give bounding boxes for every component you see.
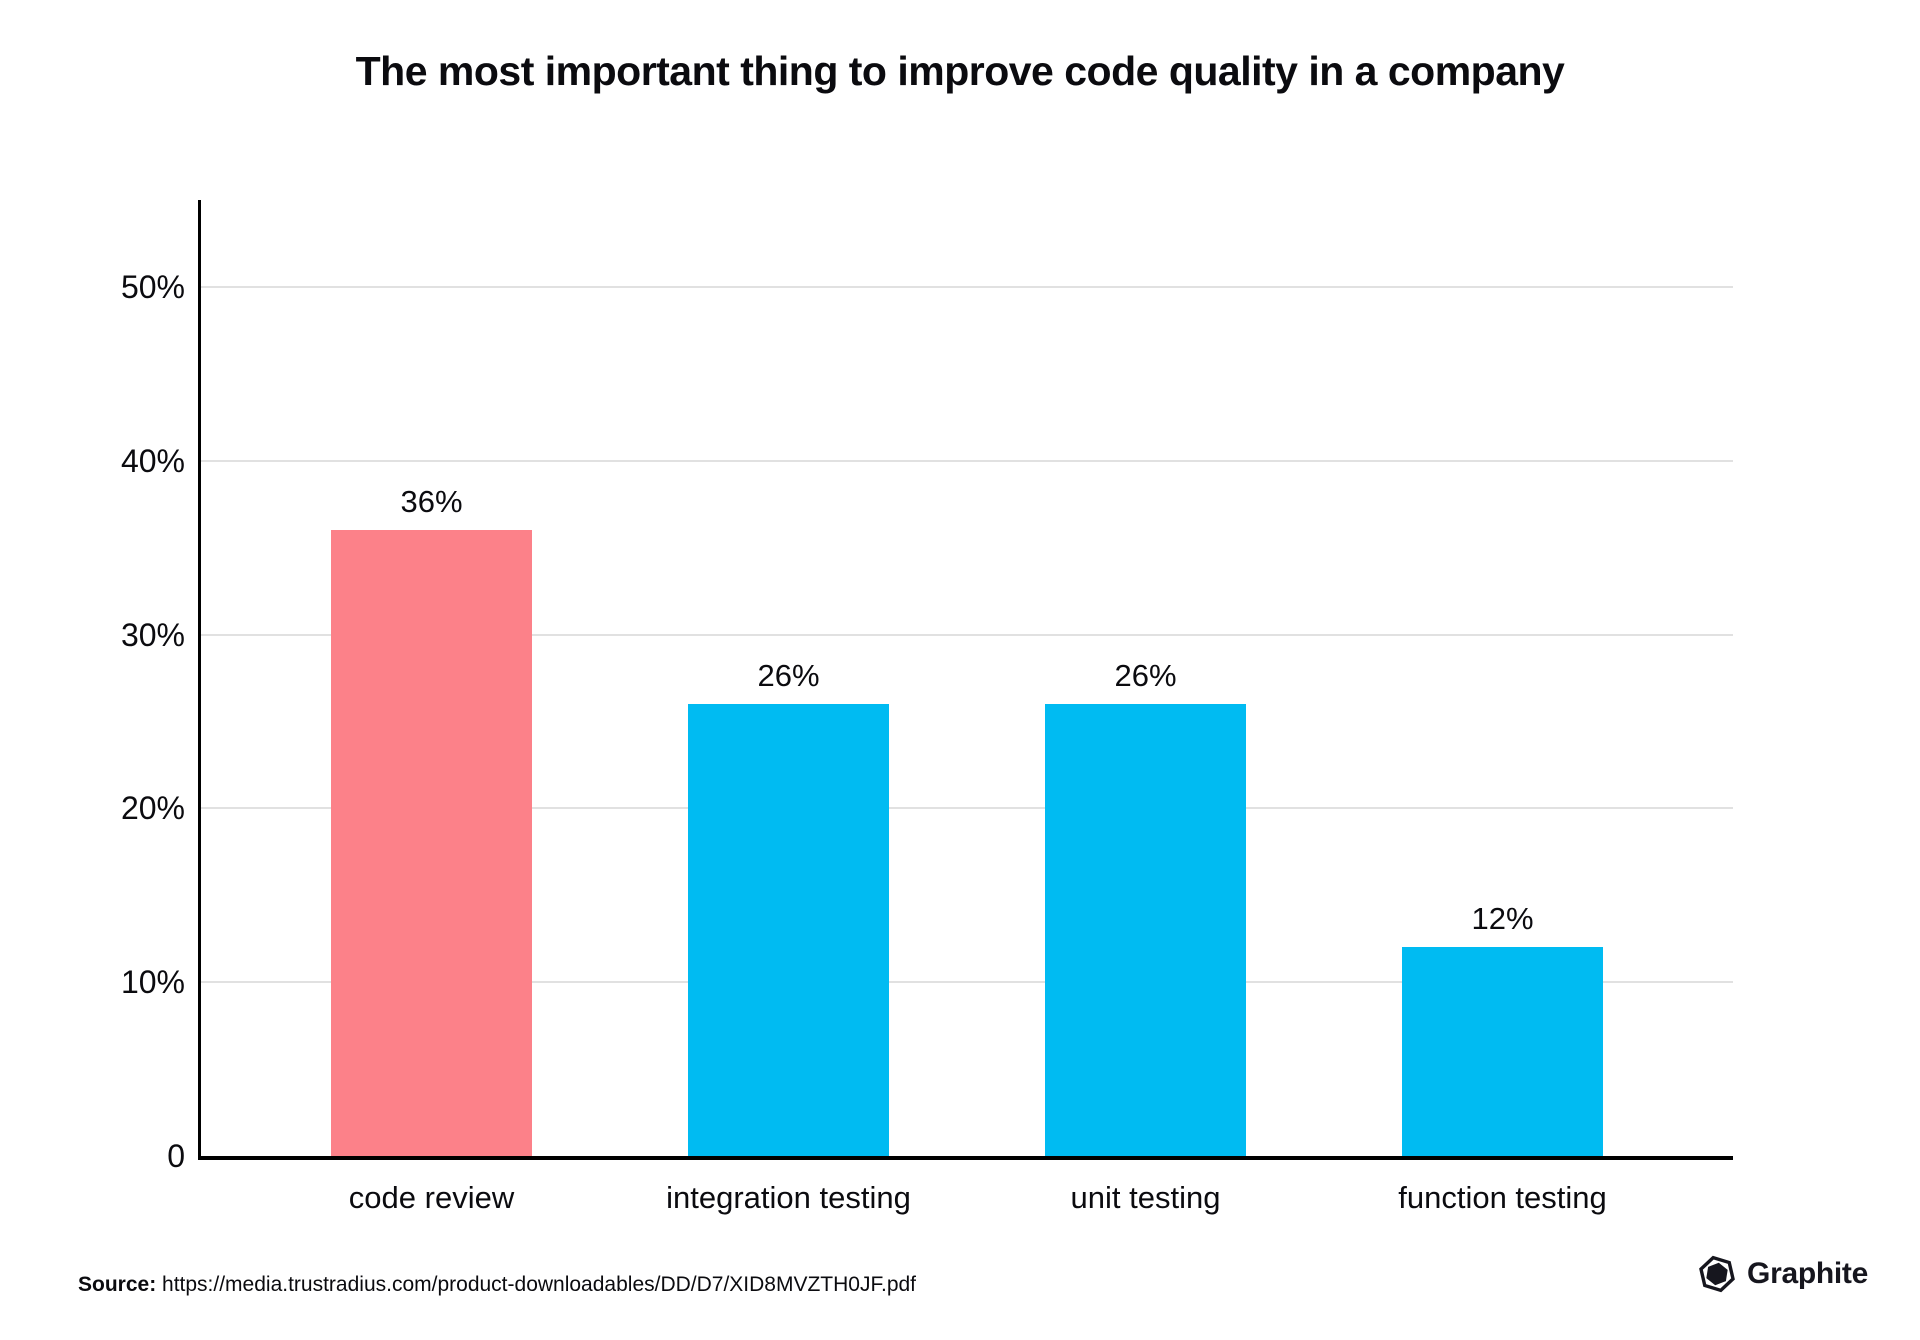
gridline-20 — [201, 807, 1733, 810]
chart-title: The most important thing to improve code… — [355, 48, 1565, 94]
y-axis-tick-40: 40% — [120, 442, 185, 479]
bar-code-review — [331, 530, 532, 1156]
bar-integration-testing — [688, 704, 889, 1156]
gridline-30 — [201, 633, 1733, 636]
value-label-function-testing: 12% — [1471, 901, 1534, 937]
gridline-40 — [201, 459, 1733, 462]
bar-unit-testing — [1045, 704, 1246, 1156]
y-axis-tick-0: 0 — [167, 1138, 185, 1174]
y-axis-tick-30: 30% — [120, 616, 185, 653]
source-url: https://media.trustradius.com/product-do… — [162, 1273, 917, 1296]
brand-logo: Graphite — [1697, 1254, 1868, 1294]
graphite-hexagon-icon — [1699, 1255, 1735, 1293]
y-axis-tick-50: 50% — [120, 268, 185, 305]
x-axis-label-function-testing: function testing — [1398, 1180, 1607, 1215]
value-label-unit-testing: 26% — [1114, 658, 1177, 694]
y-axis-tick-20: 20% — [120, 790, 185, 827]
y-axis-tick-10: 10% — [120, 964, 185, 1001]
gridline-50 — [201, 285, 1733, 288]
x-axis-label-integration-testing: integration testing — [666, 1180, 911, 1215]
value-label-integration-testing: 26% — [757, 658, 820, 694]
source-label: Source: — [78, 1273, 157, 1296]
source-citation: Source: https://media.trustradius.com/pr… — [78, 1272, 916, 1297]
brand-name: Graphite — [1747, 1257, 1868, 1290]
gridline-10 — [201, 981, 1733, 984]
bar-function-testing — [1402, 947, 1603, 1156]
bar-chart-plot-area: 0 10% 20% 30% 40% 50% 36% code review 26% integra… — [121, 200, 1733, 1213]
x-axis-label-unit-testing: unit testing — [1070, 1180, 1221, 1215]
value-label-code-review: 36% — [400, 484, 463, 520]
x-axis-label-code-review: code review — [348, 1180, 515, 1215]
